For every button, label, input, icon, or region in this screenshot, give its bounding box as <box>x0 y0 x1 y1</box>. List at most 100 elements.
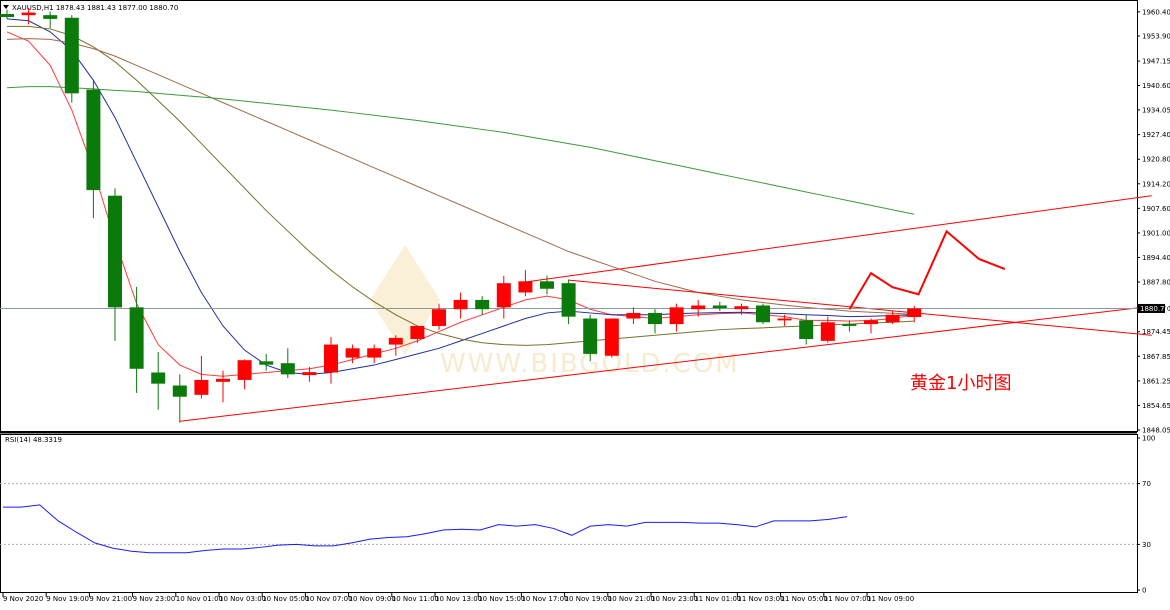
rsi-tick-label: 30 <box>1142 541 1151 549</box>
candle-body <box>302 372 317 376</box>
price-tick-label: 1867.85 <box>1142 353 1170 361</box>
candle-body <box>475 299 490 310</box>
time-tick-label: 10 Nov 09:00 <box>349 595 396 603</box>
price-tick-label: 1927.40 <box>1142 131 1170 139</box>
moving-average-line <box>6 86 915 215</box>
candle-body <box>388 337 403 345</box>
time-tick-label: 10 Nov 19:00 <box>565 595 612 603</box>
forecast-path <box>848 229 1006 310</box>
rsi-line <box>3 504 848 554</box>
candle-body <box>108 195 122 308</box>
time-tick-label: 10 Nov 01:00 <box>176 595 223 603</box>
price-tick-label: 1874.45 <box>1142 328 1170 336</box>
time-axis: 9 Nov 2020 9 Nov 19:00 9 Nov 21:00 9 Nov 23… <box>2 593 914 603</box>
rsi-tick-label: 70 <box>1142 480 1151 488</box>
candle-body <box>0 14 14 18</box>
trendline <box>568 279 1152 336</box>
price-tick-label: 1920.80 <box>1142 156 1170 164</box>
candle-body <box>669 307 684 325</box>
candle-body <box>518 281 533 293</box>
candle-body <box>432 309 446 326</box>
price-tick-label: 1914.20 <box>1142 180 1170 188</box>
candle-body <box>496 283 511 308</box>
time-tick-label: 11 Nov 03:00 <box>737 595 784 603</box>
time-tick-label: 9 Nov 21:00 <box>89 595 132 603</box>
candle-body <box>842 324 857 326</box>
dropdown-triangle-icon[interactable] <box>3 5 9 9</box>
current-price-box <box>1138 303 1165 313</box>
candle-body <box>151 372 166 384</box>
time-tick-label: 10 Nov 05:00 <box>262 595 309 603</box>
rsi-tick-label: 0 <box>1142 587 1146 595</box>
price-tick-label: 1953.90 <box>1142 33 1170 41</box>
candle-body <box>799 320 814 339</box>
candle-body <box>21 12 36 16</box>
time-tick-label: 11 Nov 05:00 <box>781 595 828 603</box>
price-axis: 1960.40 1953.90 1947.15 1940.60 1934.05 1927.… <box>1137 8 1170 435</box>
candle-body <box>237 360 252 380</box>
rsi-label: RSI(14) 48.3319 <box>5 436 62 444</box>
candle-body <box>626 312 641 319</box>
price-tick-label: 1934.05 <box>1142 106 1170 114</box>
rsi-levels <box>0 483 1137 545</box>
trendlines <box>179 195 1152 422</box>
price-tick-label: 1861.25 <box>1142 377 1170 385</box>
candles <box>0 7 922 423</box>
moving-average-line <box>6 38 915 315</box>
time-tick-label: 11 Nov 01:00 <box>694 595 741 603</box>
moving-average-line <box>7 25 915 346</box>
candle-body <box>453 299 468 310</box>
price-tick-label: 1848.05 <box>1142 427 1170 435</box>
candle-body <box>194 379 209 395</box>
candle-body <box>324 344 338 373</box>
candle-body <box>604 318 619 356</box>
candle-body <box>540 281 554 289</box>
time-tick-label: 10 Nov 15:00 <box>478 595 525 603</box>
time-tick-label: 11 Nov 09:00 <box>867 595 914 603</box>
price-tick-label: 1907.60 <box>1142 205 1170 213</box>
candle-body <box>367 348 382 358</box>
candle-body <box>583 318 598 354</box>
chart-annotation: 黄金1小时图 <box>910 373 1011 394</box>
candle-body <box>129 307 144 369</box>
price-tick-label: 1960.40 <box>1142 8 1170 16</box>
candle-body <box>885 314 900 323</box>
price-tick-label: 1901.00 <box>1142 229 1170 237</box>
price-tick-label: 1940.60 <box>1142 82 1170 90</box>
time-tick-label: 9 Nov 19:00 <box>46 595 89 603</box>
trendline <box>525 195 1152 283</box>
rsi-tick-label: 100 <box>1142 435 1155 443</box>
price-tick-label: 1894.40 <box>1142 254 1170 262</box>
symbol-header: XAUUSD,H1 1878.43 1881.43 1877.00 1880.7… <box>12 4 178 12</box>
current-price-label: 1880.70 <box>1140 305 1169 313</box>
candle-body <box>86 89 101 191</box>
candle-body <box>691 305 706 310</box>
candle-body <box>756 305 770 323</box>
candle-body <box>777 318 792 321</box>
rsi-axis: 100 70 30 0 <box>1137 435 1155 595</box>
time-tick-label: 11 Nov 07:00 <box>824 595 871 603</box>
watermark-logo <box>370 245 440 355</box>
candle-body <box>864 320 878 325</box>
trendline <box>179 305 1152 422</box>
candle-body <box>561 283 576 317</box>
candle-body <box>648 312 662 325</box>
candle-body <box>712 305 727 309</box>
time-tick-label: 10 Nov 13:00 <box>435 595 482 603</box>
price-tick-label: 1887.80 <box>1142 279 1170 287</box>
time-tick-label: 9 Nov 23:00 <box>133 595 176 603</box>
time-tick-label: 10 Nov 07:00 <box>305 595 352 603</box>
candle-body <box>280 363 295 375</box>
time-tick-label: 10 Nov 03:00 <box>219 595 266 603</box>
candle-body <box>64 17 79 94</box>
candle-body <box>216 378 230 382</box>
candle-body <box>734 306 749 310</box>
candle-body <box>820 322 835 341</box>
candle-body <box>410 325 425 339</box>
candle-body <box>259 361 274 365</box>
time-tick-label: 10 Nov 21:00 <box>608 595 655 603</box>
candle-body <box>43 15 58 19</box>
time-tick-label: 10 Nov 23:00 <box>651 595 698 603</box>
price-tick-label: 1947.15 <box>1142 58 1170 66</box>
